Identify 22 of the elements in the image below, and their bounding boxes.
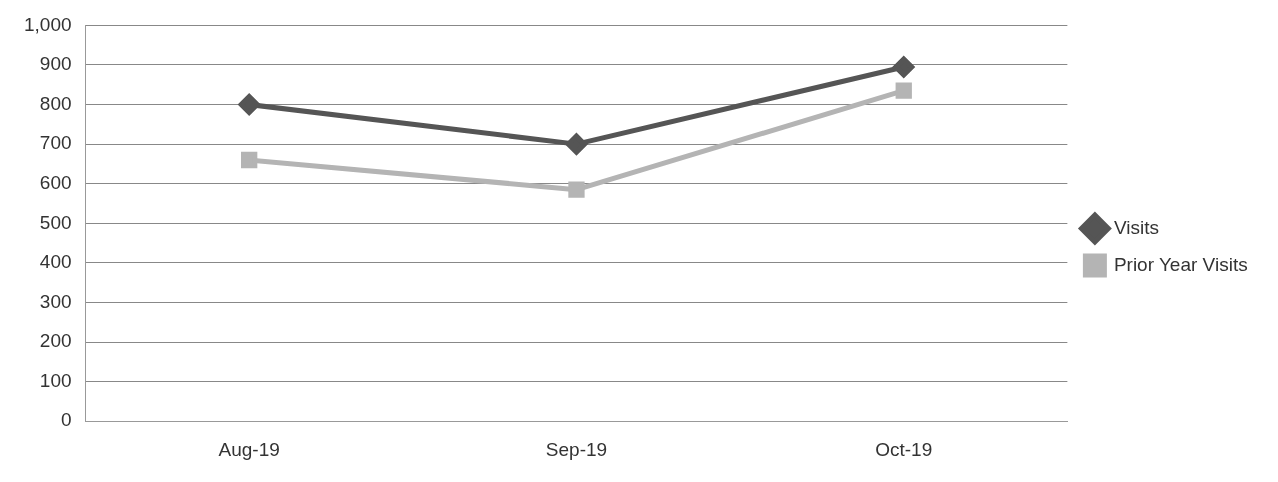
point — [895, 82, 912, 99]
y-tick-label: 400 — [39, 251, 72, 273]
point — [565, 133, 587, 155]
x-tick-label: Oct-19 — [875, 438, 933, 460]
y-tick-label: 100 — [39, 369, 72, 391]
x-tick-label: Sep-19 — [545, 438, 608, 460]
x-tick-label: Aug-19 — [218, 438, 280, 460]
point — [568, 181, 585, 198]
y-tick-label: 700 — [39, 132, 72, 154]
y-tick-label: 800 — [39, 92, 72, 114]
point — [893, 56, 915, 78]
y-tick-label: 0 — [60, 409, 72, 431]
y-tick-label: 500 — [39, 211, 72, 233]
y-tick-label: 900 — [39, 53, 72, 75]
y-tick-label: 200 — [39, 330, 72, 352]
legend-label: Prior Year Visits — [1113, 253, 1248, 275]
y-tick-label: 300 — [39, 290, 72, 312]
legend-label: Visits — [1113, 216, 1159, 238]
point — [238, 94, 260, 116]
y-tick-label: 600 — [39, 171, 72, 193]
point — [241, 151, 258, 169]
y-tick-label: 1,000 — [24, 13, 72, 35]
